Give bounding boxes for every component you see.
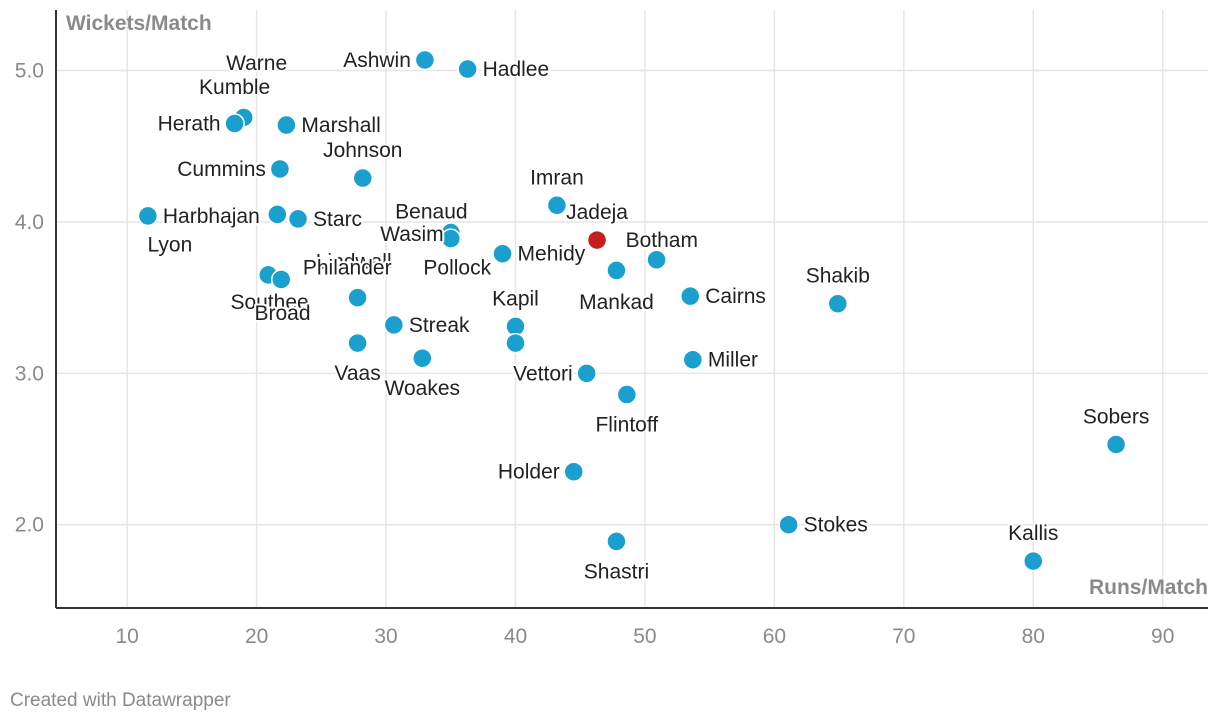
- data-point-herath: [224, 113, 245, 134]
- data-point-cummins: [269, 158, 291, 180]
- data-point-broad: [270, 269, 292, 290]
- point-layer: [137, 49, 1127, 572]
- footer-credit: Created with Datawrapper: [10, 690, 231, 711]
- point-label-mankad: Mankad: [579, 291, 654, 314]
- point-label-botham: Botham: [626, 229, 698, 252]
- y-tick-label: 2.0: [15, 514, 44, 537]
- y-axis-title: Wickets/Match: [66, 12, 212, 35]
- data-point-southee: [347, 287, 368, 308]
- data-point-holder: [563, 461, 585, 482]
- axis-layer: 10 20 30 40 50 60 70 80 90 2.0 3.0 4.0 5.0: [15, 10, 1208, 648]
- data-point-shastri: [606, 531, 627, 552]
- data-point-imran: [546, 195, 568, 216]
- point-label-mehidy: Mehidy: [518, 243, 586, 266]
- point-label-lindwall: Lindwall: [316, 250, 392, 273]
- point-label-miller: Miller: [708, 349, 758, 372]
- x-tick-label: 10: [116, 625, 139, 648]
- data-point-mankad: [606, 260, 627, 281]
- point-label-vaas: Vaas: [334, 362, 380, 385]
- point-label-streak: Streak: [409, 314, 470, 337]
- point-label-cummins: Cummins: [177, 158, 266, 181]
- point-label-southee: Southee: [230, 291, 308, 314]
- point-label-cairns: Cairns: [705, 285, 766, 308]
- point-label-herath: Herath: [158, 113, 221, 136]
- point-label-woakes: Woakes: [385, 377, 460, 400]
- point-label-warne: Warne: [226, 52, 287, 75]
- data-point-wasim: [440, 228, 462, 249]
- data-point-cairns: [679, 285, 701, 307]
- point-label-stokes: Stokes: [804, 514, 868, 537]
- data-point-woakes: [412, 347, 433, 369]
- point-label-sobers: Sobers: [1083, 405, 1150, 428]
- data-point-shakib: [827, 293, 849, 314]
- data-point-jadeja: [586, 229, 608, 251]
- point-label-jadeja: Jadeja: [566, 201, 628, 224]
- point-label-kapil: Kapil: [492, 287, 539, 310]
- data-point-johnson: [352, 167, 374, 189]
- point-label-shastri: Shastri: [584, 560, 649, 583]
- x-tick-label: 30: [374, 625, 397, 648]
- data-point-pollock: [505, 332, 526, 354]
- point-label-lyon: Lyon: [148, 234, 193, 257]
- point-label-vettori: Vettori: [513, 362, 573, 385]
- x-tick-label: 20: [245, 625, 268, 648]
- point-label-johnson: Johnson: [323, 139, 402, 162]
- point-label-kumble: Kumble: [199, 76, 270, 99]
- y-tick-label: 3.0: [15, 362, 44, 385]
- point-label-ashwin: Ashwin: [343, 49, 411, 72]
- x-tick-label: 50: [633, 625, 656, 648]
- data-point-miller: [682, 349, 704, 370]
- data-point-kallis: [1023, 550, 1044, 572]
- x-tick-label: 60: [763, 625, 786, 648]
- point-label-hadlee: Hadlee: [483, 58, 550, 81]
- point-label-starc: Starc: [313, 208, 362, 231]
- point-label-imran: Imran: [530, 166, 584, 189]
- data-point-flintoff: [616, 384, 638, 405]
- data-point-hadlee: [457, 58, 478, 80]
- y-tick-label: 4.0: [15, 211, 44, 234]
- grid-layer: [56, 10, 1208, 608]
- point-label-shakib: Shakib: [806, 265, 870, 288]
- x-tick-label: 90: [1151, 625, 1174, 648]
- data-point-streak: [383, 314, 405, 336]
- data-point-vaas: [347, 332, 368, 354]
- x-tick-label: 80: [1022, 625, 1045, 648]
- point-label-harbhajan: Harbhajan: [163, 205, 260, 228]
- y-tick-label: 5.0: [15, 60, 44, 83]
- label-layer: Ashwin Hadlee Herath Marshall Cummins Johnson…: [146, 47, 1152, 585]
- point-label-marshall: Marshall: [301, 114, 380, 137]
- data-point-ashwin: [414, 49, 436, 71]
- data-point-sobers: [1105, 434, 1127, 455]
- data-point-mehidy: [492, 243, 513, 264]
- x-axis-title: Runs/Match: [1089, 576, 1208, 599]
- data-point-vettori: [576, 363, 597, 384]
- point-label-philander: Philander: [303, 256, 392, 279]
- data-point-starc: [287, 208, 309, 230]
- point-label-kallis: Kallis: [1008, 522, 1058, 545]
- point-label-broad: Broad: [254, 302, 310, 325]
- point-label-pollock: Pollock: [423, 256, 491, 279]
- data-point-marshall: [276, 114, 297, 136]
- point-label-flintoff: Flintoff: [595, 414, 658, 437]
- point-label-wasim: Wasim: [380, 223, 443, 246]
- x-tick-label: 70: [892, 625, 915, 648]
- data-point-stokes: [778, 514, 799, 535]
- data-point-lyon: [137, 205, 159, 227]
- scatter-chart: 10 20 30 40 50 60 70 80 90 2.0 3.0 4.0 5.0 Ashwin Had…: [15, 10, 1208, 648]
- point-label-benaud: Benaud: [395, 200, 467, 223]
- x-tick-label: 40: [504, 625, 527, 648]
- point-label-holder: Holder: [498, 461, 560, 484]
- data-point-botham: [646, 249, 667, 271]
- data-point-herath2: [267, 204, 288, 225]
